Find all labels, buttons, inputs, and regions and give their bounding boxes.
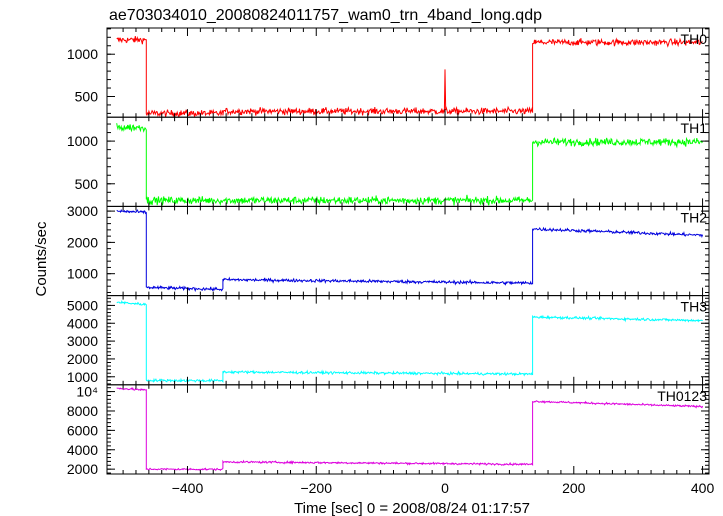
- series-th3-line: [116, 299, 703, 383]
- panel-th2: 1000 2000 3000 TH2: [67, 203, 710, 297]
- panel-label-th0: TH0: [681, 31, 708, 47]
- y-tick-label: 5000: [67, 297, 98, 313]
- panel-th0123: 2000 4000 6000 8000 10⁴ TH0123: [67, 384, 710, 477]
- y-axis-label: Counts/sec: [33, 221, 50, 297]
- panel-frame: [106, 205, 710, 297]
- x-tick-label: −400: [172, 480, 204, 496]
- series-th1-line: [116, 123, 703, 206]
- y-tick-label: 1000: [67, 46, 98, 62]
- y-tick-label: 2000: [67, 461, 98, 477]
- panel-th3: 1000 2000 3000 4000 5000 TH3: [67, 295, 710, 386]
- x-tick-label: −200: [300, 480, 332, 496]
- panel-frame: [106, 116, 710, 207]
- y-tick-label: 4000: [67, 442, 98, 458]
- y-tick-label: 3000: [67, 203, 98, 219]
- x-tick-label: 200: [562, 480, 586, 496]
- x-axis-label: Time [sec] 0 = 2008/08/24 01:17:57: [294, 500, 530, 516]
- y-tick-label: 500: [75, 88, 99, 104]
- y-tick-label: 6000: [67, 422, 98, 438]
- panel-th1: 500 1000 TH1: [67, 116, 710, 207]
- panel-label-th1: TH1: [681, 120, 708, 136]
- y-tick-label: 2000: [67, 234, 98, 250]
- series-th0123-line: [116, 386, 704, 472]
- y-tick-label: 10⁴: [76, 384, 98, 400]
- x-tick-label: 0: [441, 480, 449, 496]
- x-tick-label: 400: [691, 480, 715, 496]
- y-tick-label: 8000: [67, 403, 98, 419]
- panel-label-th2: TH2: [681, 209, 708, 225]
- series-th2-line: [116, 209, 704, 293]
- y-tick-label: 1000: [67, 133, 98, 149]
- y-tick-label: 1000: [67, 266, 98, 282]
- y-tick-label: 4000: [67, 315, 98, 331]
- panel-label-th0123: TH0123: [657, 388, 707, 404]
- chart-title: ae703034010_20080824011757_wam0_trn_4ban…: [109, 7, 542, 24]
- panel-label-th3: TH3: [681, 299, 708, 315]
- y-tick-label: 500: [75, 176, 99, 192]
- panel-frame: [106, 384, 710, 475]
- y-tick-label: 2000: [67, 351, 98, 367]
- panel-th0: 500 1000 TH0: [67, 27, 710, 119]
- y-tick-label: 3000: [67, 333, 98, 349]
- panel-frame: [106, 295, 710, 386]
- series-th0-line: [116, 36, 703, 119]
- y-tick-label: 1000: [67, 369, 98, 385]
